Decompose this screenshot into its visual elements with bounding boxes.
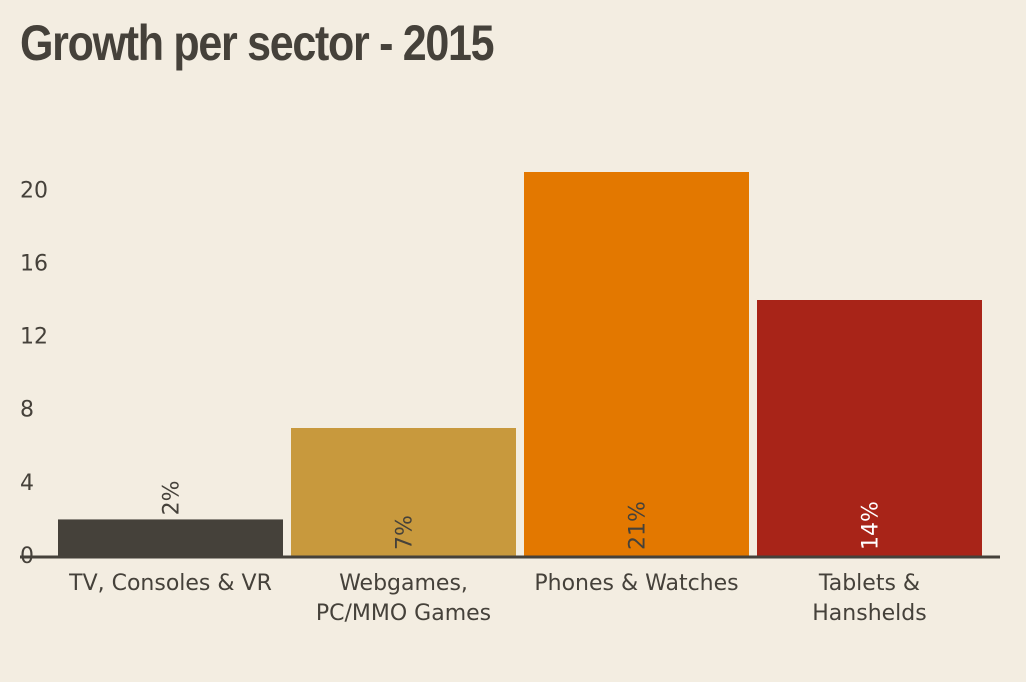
x-tick-label: Webgames, PC/MMO Games <box>316 571 491 626</box>
y-tick-label: 12 <box>20 325 48 350</box>
bar <box>58 519 283 556</box>
chart-title: Growth per sector - 2015 <box>20 15 495 71</box>
x-tick-label: Tablets & Hanshelds <box>812 571 926 626</box>
x-axis: TV, Consoles & VR Webgames, PC/MMO Games Ph… <box>68 571 927 626</box>
y-tick-label: 16 <box>20 251 48 276</box>
y-tick-label: 8 <box>20 398 34 423</box>
x-tick-label: Phones & Watches <box>534 571 738 596</box>
y-tick-label: 20 <box>20 178 48 203</box>
data-label: 14% <box>859 501 884 550</box>
data-label: 21% <box>626 501 651 550</box>
y-axis: 048121620 <box>20 178 48 569</box>
bar <box>757 300 982 556</box>
bar <box>524 172 749 556</box>
bar <box>291 428 516 556</box>
data-label: 7% <box>393 515 418 550</box>
data-label: 2% <box>160 481 185 516</box>
y-tick-label: 4 <box>20 471 34 496</box>
bars <box>58 172 982 556</box>
data-labels: 2% 7% 21% 14% <box>160 481 884 550</box>
x-tick-label: TV, Consoles & VR <box>68 571 272 596</box>
